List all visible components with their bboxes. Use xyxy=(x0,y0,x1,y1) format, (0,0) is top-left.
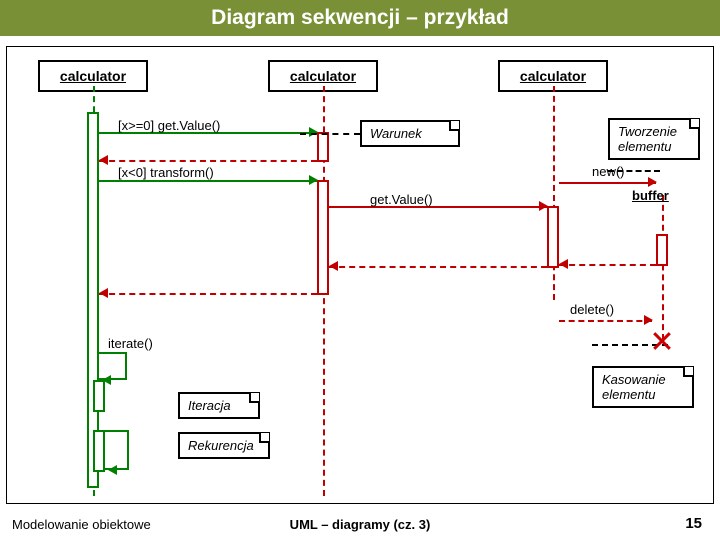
destroy-cross-icon xyxy=(651,330,673,352)
note-warunek: Warunek xyxy=(360,120,460,147)
footer-left: Modelowanie obiektowe xyxy=(12,517,151,532)
footer-page-number: 15 xyxy=(685,515,702,532)
slide-title: Diagram sekwencji – przykład xyxy=(211,6,509,30)
note-kasowanie: Kasowanie elementu xyxy=(592,366,694,408)
buffer-label: buffer xyxy=(632,188,669,203)
lifeline-buffer xyxy=(662,195,664,340)
activation-buffer xyxy=(656,234,668,266)
lifeline-a-label: calculator xyxy=(60,68,126,84)
slide-header: Diagram sekwencji – przykład xyxy=(0,0,720,36)
activation-a-inner2 xyxy=(93,430,105,472)
footer-center: UML – diagramy (cz. 3) xyxy=(290,517,431,532)
note-tworzenie: Tworzenie elementu xyxy=(608,118,700,160)
activation-c xyxy=(547,206,559,268)
note-rekurencja: Rekurencja xyxy=(178,432,270,459)
activation-b-transform xyxy=(317,180,329,295)
note-anchor-warunek xyxy=(300,133,360,135)
activation-b1 xyxy=(317,132,329,162)
note-iteracja: Iteracja xyxy=(178,392,260,419)
lifeline-c-label: calculator xyxy=(520,68,586,84)
note-anchor-tworzenie xyxy=(608,170,660,172)
lifeline-b-label: calculator xyxy=(290,68,356,84)
